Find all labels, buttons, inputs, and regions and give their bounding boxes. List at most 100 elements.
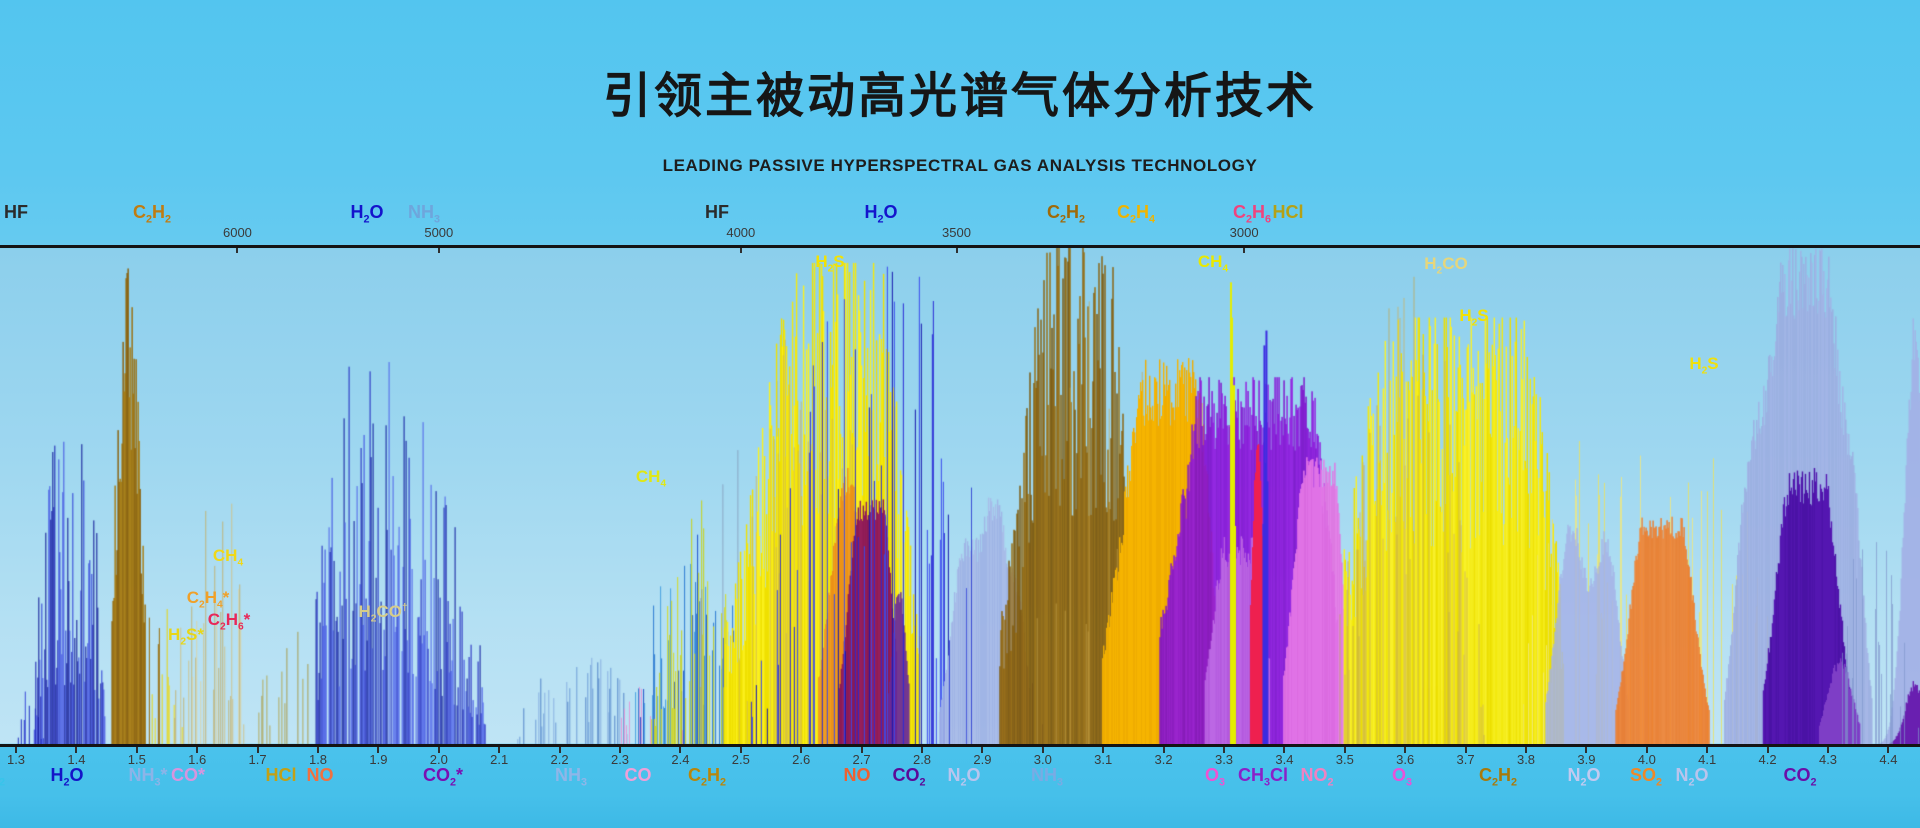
bottom-gas-label-O3: O3	[1204, 765, 1226, 789]
bottom-tick-label-3.4: 3.4	[1275, 752, 1294, 767]
bottom-gas-label-CO2: CO2	[1783, 765, 1817, 789]
bottom-gas-label-N2O: N2O	[1675, 765, 1709, 789]
bottom-gas-label-HCl: HCl	[265, 765, 297, 785]
bottom-gas-label-NH3: NH3	[1030, 765, 1064, 789]
top-gas-label-H2O: H2O	[350, 202, 384, 226]
top-gas-label-C2H6: C2H6	[1232, 202, 1272, 226]
bottom-tick-2.8	[921, 747, 923, 753]
spectra-canvas	[0, 248, 1920, 745]
top-axis-line	[0, 245, 1920, 248]
bottom-tick-3.9	[1585, 747, 1588, 753]
bottom-tick-2.1	[498, 747, 501, 753]
page-subtitle: LEADING PASSIVE HYPERSPECTRAL GAS ANALYS…	[662, 156, 1258, 175]
bottom-tick-4.2	[1766, 747, 1769, 753]
bottom-tick-label-2.7: 2.7	[852, 752, 871, 767]
bottom-tick-label-2.8: 2.8	[912, 752, 932, 767]
top-gas-label-H2O: H2O	[864, 202, 898, 226]
inplot-gas-label-C2H4: C2H4*	[186, 588, 230, 611]
bottom-tick-label-1.8: 1.8	[308, 752, 328, 767]
top-tick-label-4000: 4000	[726, 225, 756, 240]
bottom-tick-3.0	[1041, 747, 1044, 753]
bottom-gas-label-2: 2	[0, 776, 6, 789]
bottom-gas-label-CO: CO	[624, 765, 652, 785]
bottom-tick-label-3.3: 3.3	[1214, 752, 1234, 767]
bottom-tick-label-2.1: 2.1	[490, 752, 509, 767]
bottom-gas-label-N2O: N2O	[1567, 765, 1601, 789]
bottom-tick-label-1.9: 1.9	[369, 752, 388, 767]
top-tick-label-6000: 6000	[222, 225, 252, 240]
top-tick-label-5000: 5000	[424, 225, 454, 240]
bottom-tick-label-3.2: 3.2	[1154, 752, 1173, 767]
bottom-tick-1.7	[256, 747, 259, 753]
bottom-tick-2.3	[619, 747, 621, 753]
bottom-axis-line	[0, 744, 1920, 747]
bottom-tick-3.2	[1162, 747, 1165, 753]
bottom-tick-label-4.4: 4.4	[1879, 752, 1898, 767]
top-gas-label-C2H2: C2H2	[1046, 202, 1086, 226]
bottom-tick-label-2.0: 2.0	[429, 752, 448, 767]
inplot-gas-label-H2CO: H2CO	[1424, 254, 1468, 277]
bottom-tick-label-2.4: 2.4	[671, 752, 690, 767]
bottom-tick-label-4.0: 4.0	[1637, 752, 1656, 767]
top-gas-label-HF: HF	[4, 202, 28, 222]
inplot-gas-label-CH4: CH4	[1197, 252, 1229, 275]
bottom-tick-label-2.6: 2.6	[792, 752, 811, 767]
bottom-tick-2.6	[800, 747, 803, 753]
bottom-tick-1.3	[15, 747, 17, 753]
bottom-tick-1.9	[377, 747, 380, 753]
bottom-tick-3.3	[1223, 747, 1225, 753]
inplot-gas-label-H2S: H2S	[1689, 354, 1719, 377]
bottom-tick-1.5	[135, 747, 138, 753]
bottom-tick-3.5	[1343, 747, 1346, 753]
bottom-tick-label-1.5: 1.5	[127, 752, 146, 767]
top-gas-label-HCl: HCl	[1272, 202, 1304, 222]
inplot-gas-label-CH4: CH4	[635, 467, 667, 490]
bottom-tick-label-2.3: 2.3	[610, 752, 630, 767]
top-gas-label-C2H4: C2H4	[1116, 202, 1156, 226]
bottom-gas-label-C2H2: C2H2	[1478, 765, 1518, 789]
bottom-tick-label-4.3: 4.3	[1818, 752, 1838, 767]
bottom-tick-4.1	[1706, 747, 1709, 753]
top-gas-label-C2H2: C2H2	[132, 202, 172, 226]
bottom-gas-label-NH3: NH3	[554, 765, 588, 789]
bottom-tick-1.6	[196, 747, 199, 753]
bottom-gas-label-CO: CO*	[170, 765, 206, 785]
inplot-gas-label-H2CO: H2CO†	[358, 602, 408, 625]
bottom-tick-2.7	[860, 747, 863, 753]
bottom-gas-label-NH3: NH3*	[128, 765, 168, 789]
page-title: 引领主被动高光谱气体分析技术	[602, 70, 1317, 123]
bottom-gas-label-H2O: H2O	[50, 765, 84, 789]
bottom-tick-label-3.1: 3.1	[1094, 752, 1113, 767]
bottom-gas-label-CH3Cl: CH3Cl	[1237, 765, 1289, 789]
bottom-tick-1.4	[75, 747, 78, 753]
bottom-gas-label-NO: NO	[306, 765, 334, 785]
bottom-tick-label-4.1: 4.1	[1698, 752, 1717, 767]
bottom-gas-label-C2H2: C2H2	[687, 765, 727, 789]
bottom-tick-label-3.8: 3.8	[1516, 752, 1536, 767]
bottom-tick-2.5	[739, 747, 742, 753]
bottom-tick-3.7	[1464, 747, 1467, 753]
bottom-tick-4.3	[1827, 747, 1829, 753]
inplot-gas-label-H2S: H2S	[815, 252, 845, 275]
bottom-gas-label-N2O: N2O	[947, 765, 981, 789]
bottom-gas-label-CO2: CO2*	[422, 765, 464, 789]
bottom-gas-label-NO2: NO2	[1300, 765, 1334, 789]
inplot-gas-label-H2S: H2S	[1459, 306, 1489, 329]
bottom-tick-label-4.2: 4.2	[1758, 752, 1777, 767]
bottom-gas-label-NO: NO	[843, 765, 871, 785]
bottom-tick-label-3.6: 3.6	[1396, 752, 1415, 767]
inplot-gas-label-H2S: H2S*	[168, 625, 204, 648]
top-tick-label-3000: 3000	[1229, 225, 1259, 240]
bottom-tick-2.4	[679, 747, 682, 753]
bottom-tick-1.8	[317, 747, 319, 753]
top-gas-label-HF: HF	[705, 202, 729, 222]
bottom-tick-label-2.9: 2.9	[973, 752, 992, 767]
bottom-tick-label-1.4: 1.4	[67, 752, 86, 767]
bottom-tick-2.9	[981, 747, 984, 753]
bottom-tick-label-1.6: 1.6	[188, 752, 207, 767]
inplot-gas-label-C2H6: C2H6*	[207, 610, 251, 633]
bottom-tick-4.0	[1645, 747, 1648, 753]
bottom-tick-3.8	[1525, 747, 1527, 753]
bottom-tick-label-3.7: 3.7	[1456, 752, 1475, 767]
